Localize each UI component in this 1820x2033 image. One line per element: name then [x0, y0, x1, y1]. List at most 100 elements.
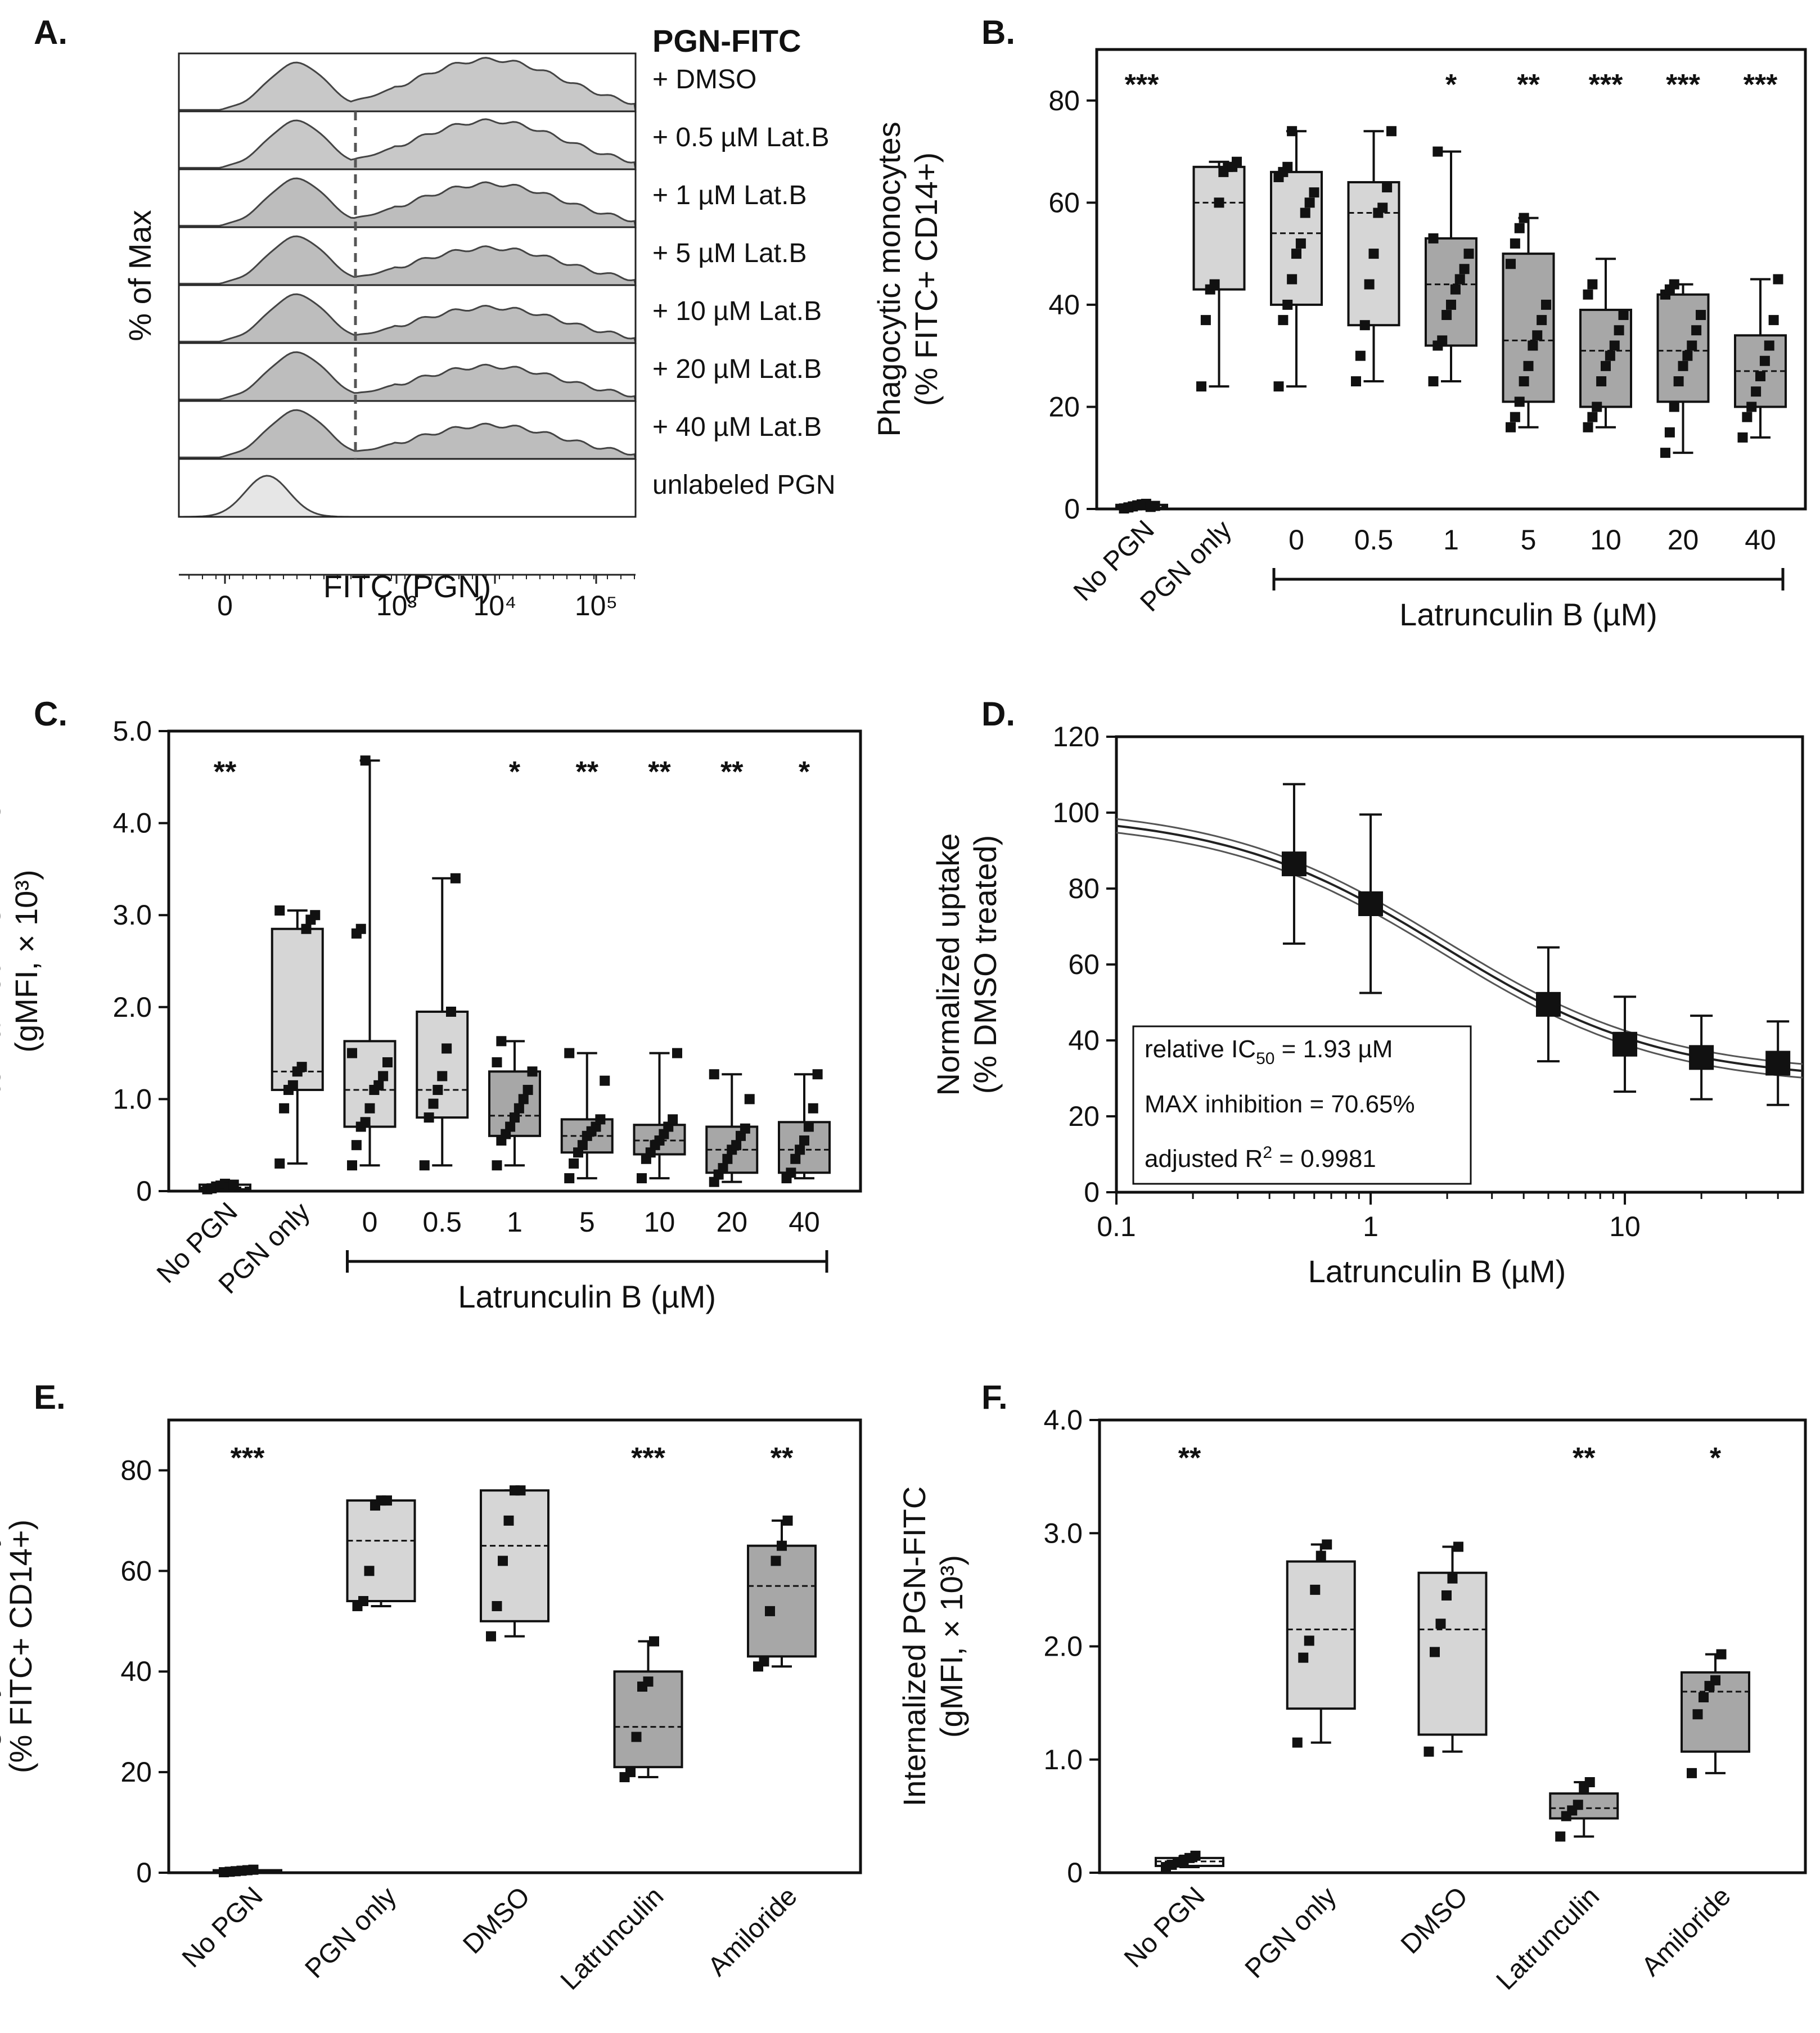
panel-c-point-3-1 — [424, 1112, 434, 1123]
panel-c-point-8-2 — [790, 1153, 801, 1164]
panel-b — [1087, 48, 1807, 590]
panel-e-box-3 — [613, 1670, 683, 1769]
panel-b-point-5-6 — [1532, 330, 1543, 341]
panel-f-category-1: PGN only — [1240, 1881, 1343, 1984]
data-point-0 — [1281, 851, 1307, 877]
panel-b-category-8: 40 — [1745, 524, 1776, 556]
panel-b-label: B. — [981, 13, 1015, 51]
panel-d-label: D. — [981, 695, 1015, 733]
panel-b-point-7-8 — [1696, 310, 1706, 321]
panel-c-point-1-5 — [296, 1062, 307, 1072]
panel-c-point-2-0 — [347, 1160, 357, 1171]
panel-b-point-2-0 — [1273, 381, 1284, 392]
panel-c-point-4-10 — [496, 1036, 507, 1047]
panel-c-point-7-8 — [744, 1094, 755, 1105]
panel-c-point-2-8 — [382, 1057, 393, 1067]
panel-c-significance-5: ** — [576, 756, 599, 788]
panel-e-point-4-1 — [759, 1656, 769, 1667]
panel-e-y-label: Phagocytic monocytes — [0, 1489, 1, 1804]
panel-b-point-4-6 — [1454, 274, 1465, 285]
panel-e-category-2: DMSO — [457, 1881, 535, 1959]
panel-d-ytick-label-4: 80 — [1068, 873, 1100, 904]
panel-c-box-group-5 — [560, 1048, 614, 1184]
panel-e-category-0: No PGN — [177, 1881, 269, 1973]
panel-f-ytick-label-3: 3.0 — [1043, 1517, 1083, 1549]
panel-b-point-4-5 — [1450, 284, 1461, 295]
panel-e-ytick-label-0: 0 — [136, 1857, 152, 1888]
histogram-7 — [179, 475, 636, 518]
panel-e-point-3-1 — [625, 1767, 636, 1778]
panel-f-point-4-1 — [1692, 1709, 1703, 1720]
panel-b-point-6-3 — [1596, 376, 1607, 387]
panel-e-box-group-4 — [747, 1515, 817, 1672]
panel-c-significance-4: * — [509, 756, 521, 788]
panel-d-xtick-label-2: 10 — [1609, 1211, 1641, 1242]
panel-b-ytick-label-4: 80 — [1048, 85, 1080, 116]
panel-b-point-5-1 — [1510, 412, 1520, 422]
histogram-6 — [178, 409, 637, 460]
panel-e-point-1-1 — [358, 1596, 368, 1606]
panel-f-point-4-0 — [1687, 1768, 1697, 1778]
panel-b-significance-4: * — [1445, 69, 1457, 101]
panel-f-point-1-1 — [1298, 1652, 1309, 1663]
panel-b-point-5-3 — [1519, 376, 1529, 387]
panel-b-point-6-1 — [1587, 412, 1598, 422]
panel-b-box-group-2 — [1270, 126, 1323, 392]
panel-f-ytick-label-4: 4.0 — [1043, 1404, 1083, 1436]
panel-c-point-8-5 — [803, 1121, 814, 1132]
panel-f-point-2-4 — [1447, 1573, 1458, 1584]
panel-e-ytick-label-4: 80 — [120, 1454, 152, 1486]
panel-d-xtick-label-1: 1 — [1363, 1211, 1378, 1242]
panel-b-point-8-4 — [1755, 371, 1765, 381]
panel-e-point-2-1 — [492, 1601, 502, 1611]
panel-e-point-1-2 — [364, 1566, 375, 1576]
panel-c-ytick-label-5: 5.0 — [112, 715, 152, 747]
histogram-4 — [178, 293, 637, 344]
panel-b-point-6-9 — [1583, 289, 1593, 300]
panel-b-point-7-1 — [1664, 427, 1675, 438]
panel-c-point-3-2 — [428, 1098, 439, 1109]
panel-b-ytick-label-3: 60 — [1048, 187, 1080, 218]
panel-b-point-4-2 — [1437, 335, 1448, 346]
panel-f-point-2-1 — [1430, 1647, 1440, 1657]
panel-e-frame — [167, 1418, 862, 1874]
panel-f-category-3: Latrunculin — [1491, 1881, 1606, 1996]
panel-b-box-group-5 — [1502, 213, 1555, 432]
panel-e-point-2-0 — [486, 1631, 496, 1642]
panel-e-category-3: Latrunculin — [555, 1881, 670, 1996]
panel-f-y-label: Internalized PGN-FITC — [897, 1486, 932, 1807]
panel-c-ytick-label-1: 1.0 — [112, 1083, 152, 1115]
panel-c-point-1-8 — [310, 910, 321, 921]
panel-d-ytick-label-1: 20 — [1068, 1101, 1100, 1132]
panel-b-point-4-7 — [1459, 264, 1470, 274]
panel-c-point-7-5 — [731, 1140, 742, 1151]
data-point-3 — [1612, 1031, 1638, 1057]
panel-f-point-1-3 — [1310, 1584, 1321, 1595]
panel-c-point-2-12 — [360, 755, 371, 766]
panel-f-point-3-3 — [1573, 1800, 1583, 1810]
panel-d-ytick-label-6: 120 — [1053, 721, 1100, 752]
panel-c-point-2-4 — [364, 1103, 375, 1114]
panel-b-significance-0: *** — [1125, 69, 1159, 101]
panel-b-point-5-11 — [1514, 223, 1525, 233]
panel-e-point-3-4 — [643, 1676, 654, 1687]
panel-b-frame — [1095, 48, 1807, 511]
panel-c-point-2-7 — [378, 1071, 389, 1081]
panel-b-point-8-6 — [1764, 340, 1774, 351]
panel-c-point-3-4 — [437, 1071, 448, 1081]
panel-b-point-8-3 — [1751, 386, 1762, 397]
panel-b-point-5-0 — [1506, 422, 1516, 432]
panel-c-point-4-8 — [527, 1066, 538, 1077]
panel-b-category-7: 20 — [1668, 524, 1699, 556]
panel-c-box-group-1 — [271, 905, 324, 1169]
panel-e-y-label-2: (% FITC+ CD14+) — [3, 1520, 38, 1773]
panel-b-point-7-11 — [1669, 279, 1679, 290]
panel-c-point-3-3 — [433, 1085, 443, 1096]
panel-f-point-4-2 — [1699, 1692, 1709, 1703]
panel-b-point-4-0 — [1428, 376, 1439, 387]
panel-b-point-8-8 — [1773, 274, 1783, 285]
panel-e-point-3-5 — [649, 1636, 659, 1647]
panel-c-point-3-5 — [442, 1043, 452, 1054]
panel-c-category-8: 40 — [789, 1206, 820, 1238]
panel-b-box-group-0 — [1115, 498, 1168, 514]
